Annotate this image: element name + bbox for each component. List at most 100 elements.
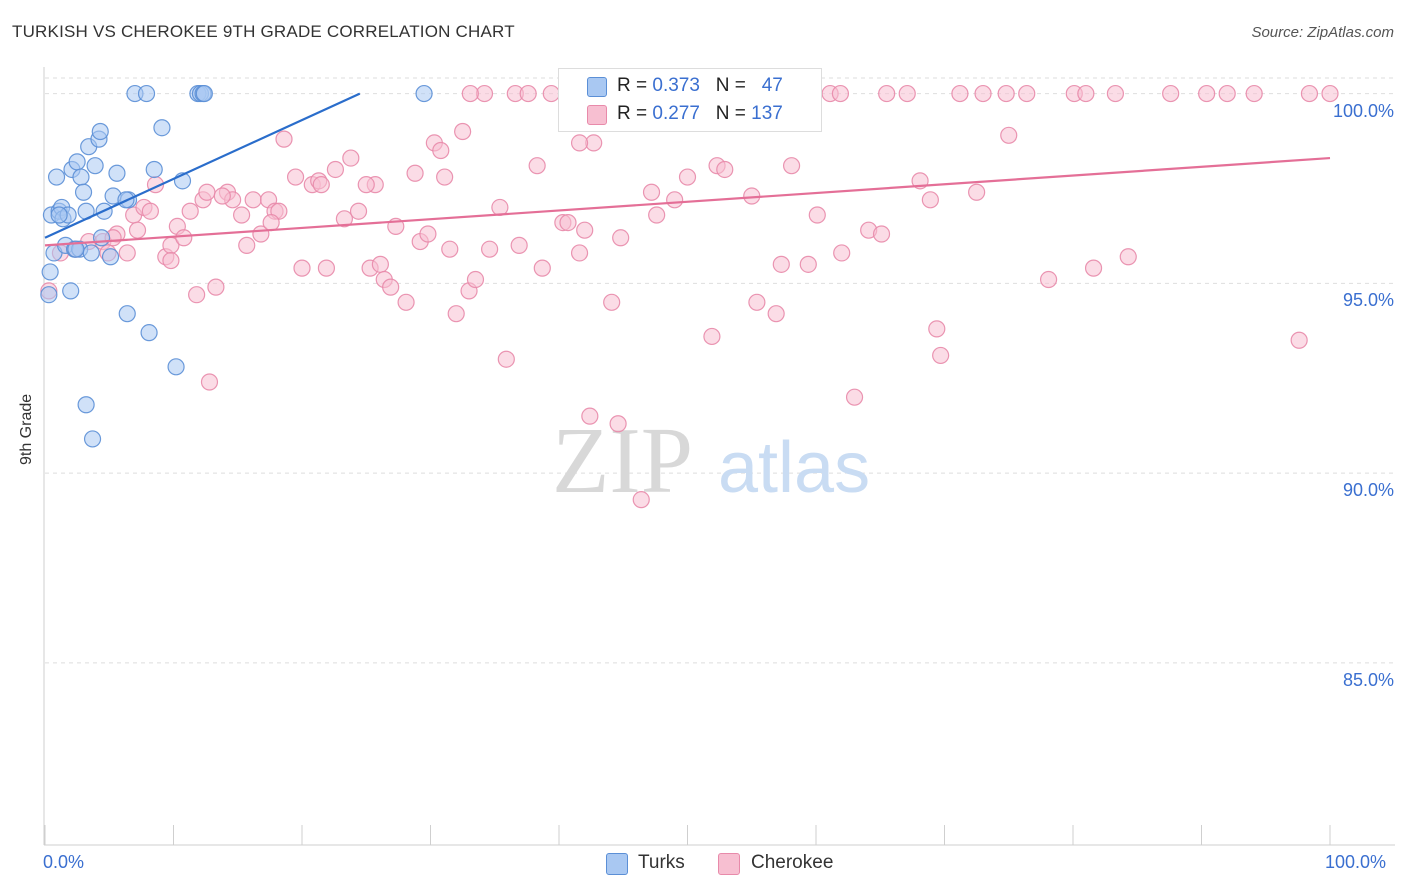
cherokee-point: [181, 202, 199, 220]
watermark-atlas: atlas: [718, 428, 870, 508]
watermark: ZIP atlas: [552, 409, 870, 513]
cherokee-point: [921, 191, 939, 209]
cherokee-point: [878, 84, 896, 103]
cherokee-point: [357, 176, 375, 194]
cherokee-point: [831, 84, 850, 103]
x-tick-label-min: 0.0%: [43, 852, 85, 872]
turks-point: [83, 430, 102, 448]
cherokee-point: [666, 191, 684, 209]
turks-point: [91, 122, 109, 141]
cherokee-point: [767, 305, 785, 323]
cherokee-point: [1321, 84, 1339, 103]
cherokee-point: [632, 491, 650, 509]
cherokee-point: [997, 84, 1015, 103]
cherokee-point: [1000, 126, 1018, 144]
cherokee-point: [141, 202, 159, 220]
turks-point: [82, 244, 100, 262]
cherokee-point: [188, 286, 206, 304]
cherokee-point: [335, 210, 354, 228]
turks-point: [153, 119, 171, 137]
cherokee-point: [716, 160, 734, 179]
cherokee-point: [1077, 84, 1095, 103]
turks-point: [167, 358, 185, 376]
cherokee-point: [419, 225, 437, 243]
legend-label-turks: Turks: [638, 852, 685, 873]
y-tick-label: 100.0%: [1332, 100, 1394, 121]
cherokee-point: [461, 84, 479, 103]
turks-point: [68, 153, 86, 171]
cherokee-point: [772, 255, 790, 273]
turks-point: [47, 168, 66, 186]
cherokee-point: [519, 84, 537, 103]
turks-point: [62, 282, 80, 300]
n-value: 47: [761, 75, 783, 96]
turks-point: [101, 248, 120, 266]
cherokee-point: [782, 157, 801, 175]
legend-row-turks: R = 0.373 N = 47: [617, 75, 783, 97]
cherokee-point: [533, 259, 551, 277]
cherokee-point: [454, 122, 472, 141]
turks-point: [40, 286, 58, 304]
cherokee-point: [312, 176, 330, 194]
cherokee-point: [748, 293, 766, 311]
cherokee-point: [1039, 270, 1058, 289]
turks-swatch: [587, 77, 607, 97]
y-tick-label: 90.0%: [1342, 480, 1394, 501]
turks-point: [77, 396, 95, 414]
turks-point: [145, 160, 163, 179]
cherokee-point: [436, 168, 454, 186]
turks-point: [92, 229, 111, 247]
cherokee-point: [570, 134, 589, 152]
legend-swatch-turks: [606, 853, 628, 875]
cherokee-point: [342, 149, 360, 167]
series-turks: [40, 84, 433, 448]
cherokee-point: [603, 293, 621, 311]
stats-legend: R = 0.373 N = 47 R = 0.277 N = 137: [558, 68, 822, 132]
legend-swatch-cherokee: [718, 853, 740, 875]
trend-lines: [44, 92, 1331, 247]
cherokee-swatch: [587, 105, 607, 125]
cherokee-point: [286, 168, 305, 186]
cherokee-point: [1198, 84, 1216, 103]
turks-point: [67, 240, 85, 258]
cherokee-point: [845, 388, 864, 406]
cherokee-point: [612, 229, 630, 247]
r-label: R =: [617, 75, 653, 96]
cherokee-point: [609, 415, 627, 433]
cherokee-point: [570, 244, 589, 262]
cherokee-point: [1218, 84, 1236, 103]
cherokee-point: [382, 278, 400, 296]
cherokee-trend-line: [44, 156, 1331, 247]
r-value: 0.277: [652, 103, 700, 124]
r-value: 0.373: [652, 75, 700, 96]
chart-title: TURKISH VS CHEROKEE 9TH GRADE CORRELATIO…: [12, 22, 515, 41]
cherokee-point: [441, 240, 459, 258]
cherokee-point: [968, 183, 986, 201]
cherokee-point: [1300, 84, 1319, 103]
cherokee-point: [833, 244, 851, 262]
cherokee-point: [1245, 84, 1263, 103]
cherokee-point: [262, 214, 280, 232]
cherokee-point: [898, 84, 916, 103]
cherokee-point: [371, 255, 389, 273]
n-label: N =: [715, 103, 752, 124]
axes: [43, 67, 1395, 846]
y-tick-label: 85.0%: [1342, 669, 1394, 690]
cherokee-point: [406, 164, 424, 182]
cherokee-point: [928, 320, 946, 338]
turks-point: [41, 263, 59, 281]
cherokee-point: [207, 278, 225, 296]
cherokee-point: [642, 183, 661, 201]
cherokee-point: [1119, 248, 1137, 266]
cherokee-point: [799, 255, 817, 273]
cherokee-point: [349, 202, 368, 220]
cherokee-point: [1106, 84, 1125, 103]
cherokee-point: [128, 221, 147, 239]
cherokee-point: [510, 236, 528, 254]
cherokee-point: [200, 373, 219, 391]
cherokee-point: [447, 305, 465, 323]
cherokee-point: [932, 346, 950, 365]
cherokee-point: [528, 157, 546, 175]
turks-point: [195, 84, 213, 103]
